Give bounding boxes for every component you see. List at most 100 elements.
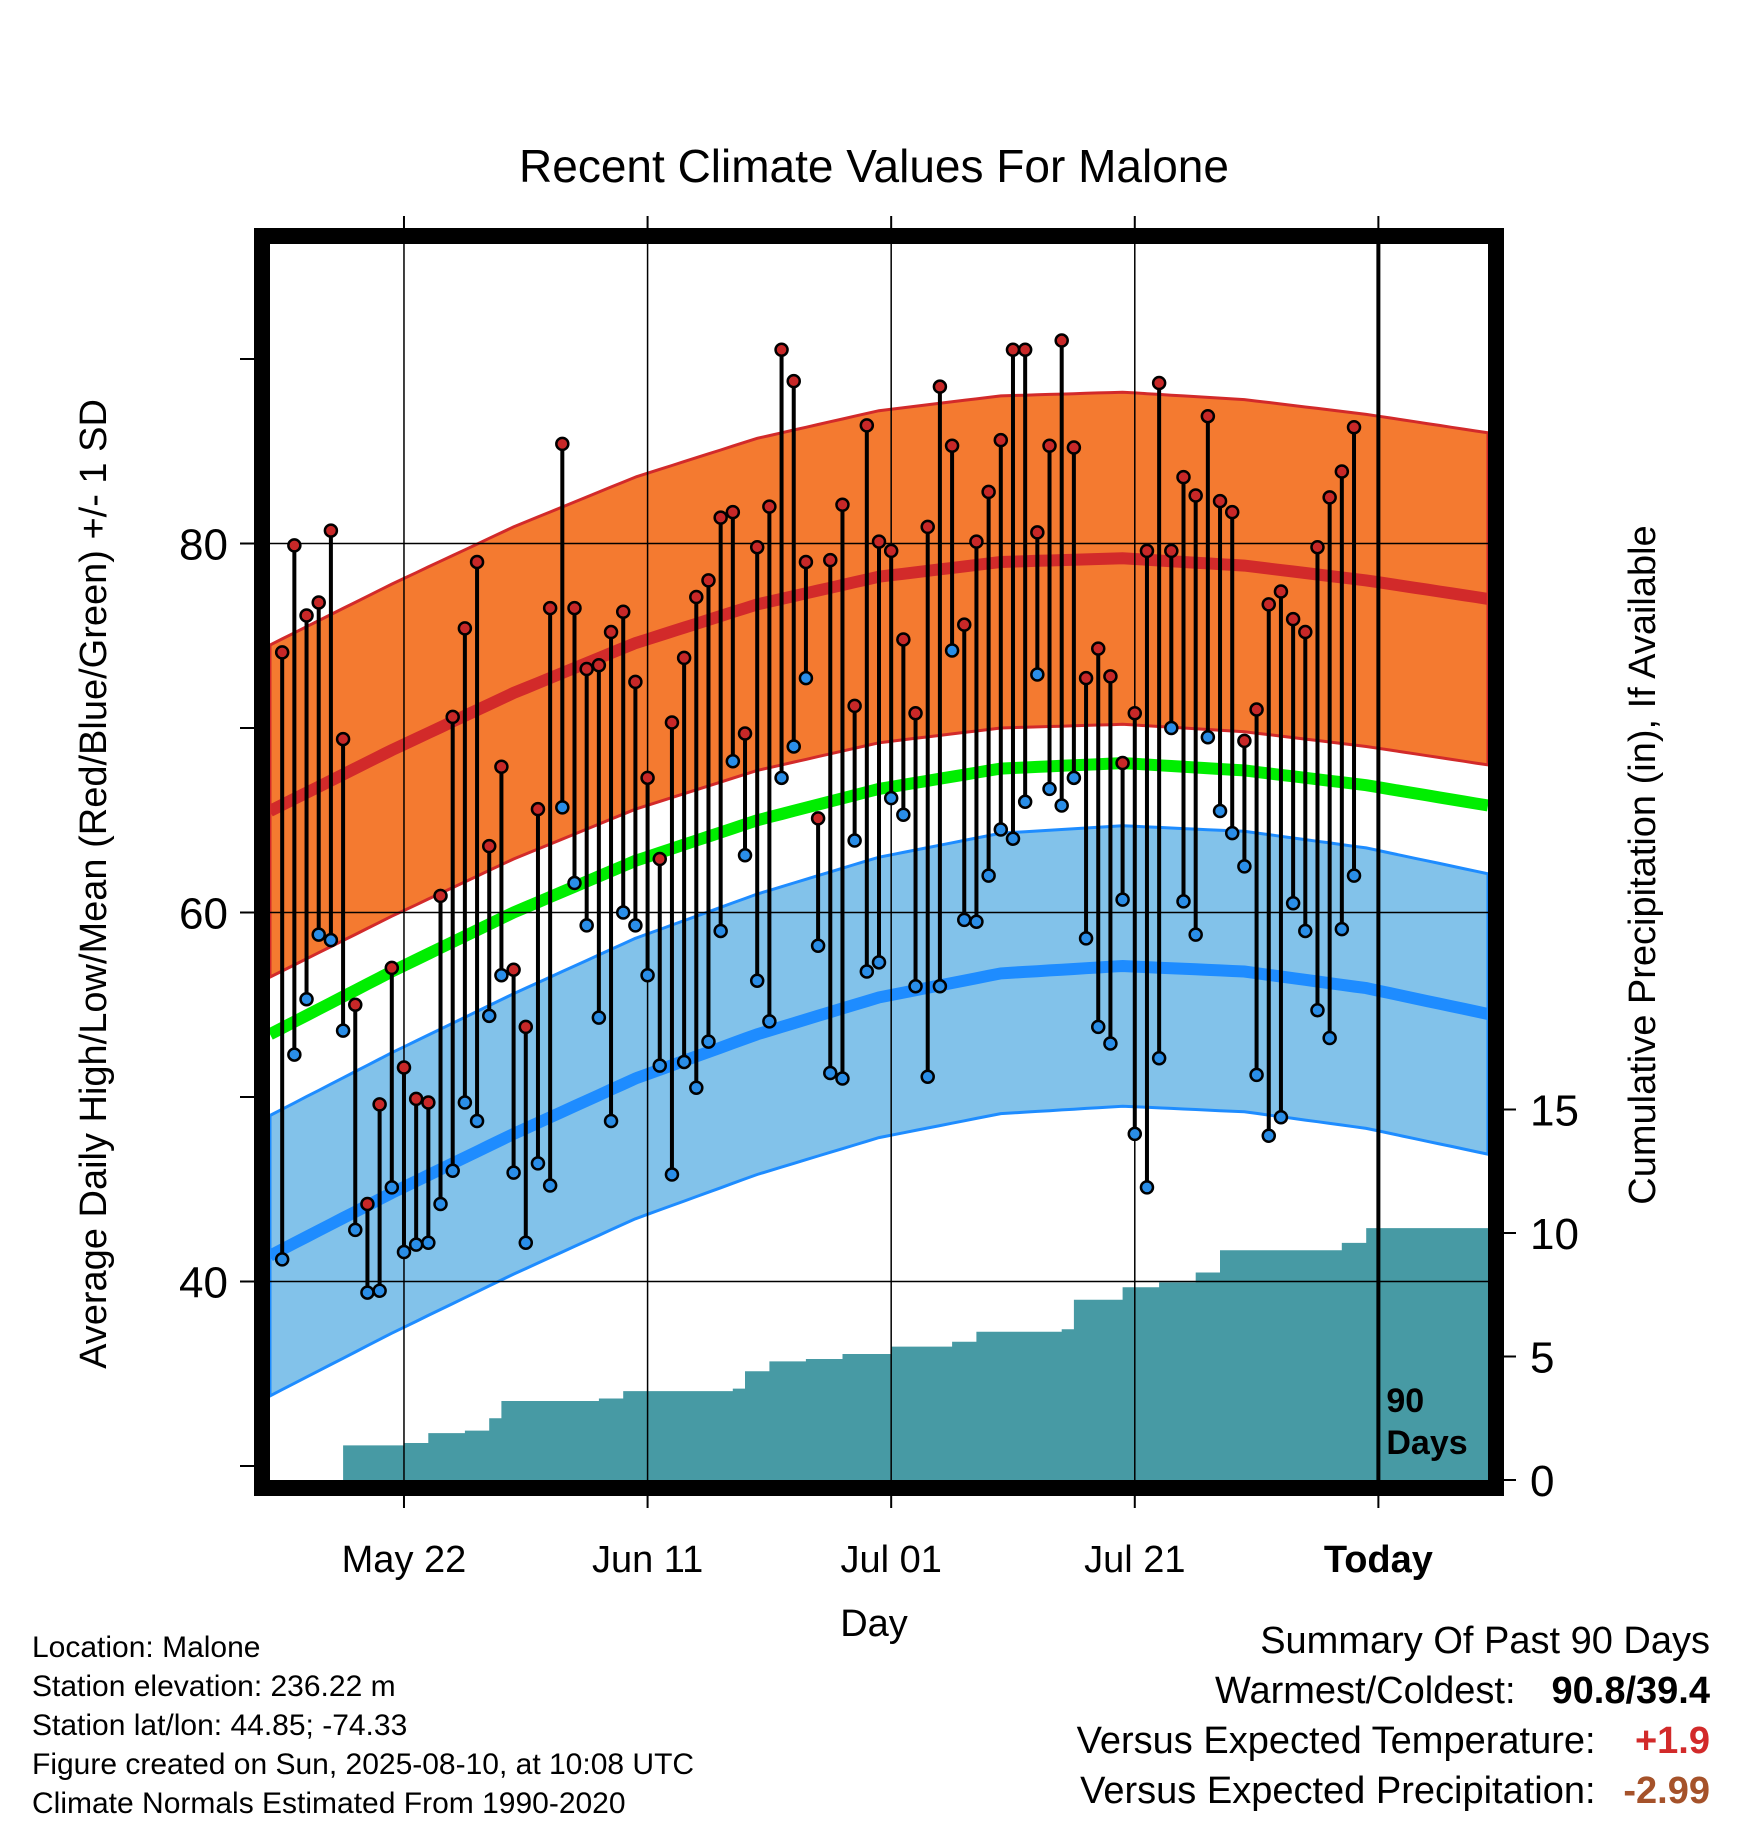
daily-high-point [835, 497, 850, 513]
daily-low-point [1285, 896, 1301, 911]
daily-high-point [311, 595, 326, 610]
daily-high-point [774, 342, 789, 358]
daily-high-point [433, 888, 448, 904]
daily-low-point [786, 739, 801, 754]
daily-high-point [981, 484, 996, 500]
y2-axis-label: Cumulative Precipitation (in), If Availa… [1622, 525, 1664, 1204]
daily-low-point [445, 1163, 460, 1179]
y2-tick-label: 10 [1530, 1210, 1579, 1259]
daily-high-point [615, 604, 631, 620]
daily-high-point [1127, 705, 1143, 721]
daily-low-point [1066, 770, 1082, 786]
daily-high-point [640, 770, 655, 786]
daily-low-point [1030, 667, 1045, 682]
precip-area [318, 1228, 1488, 1480]
daily-low-point [335, 1023, 351, 1038]
daily-high-point [871, 534, 887, 549]
daily-high-point [969, 534, 984, 549]
daily-low-point [908, 979, 923, 994]
summary-panel: Summary Of Past 90 Days Warmest/Coldest:… [1077, 1620, 1710, 1820]
precip-departure-value: -2.99 [1623, 1770, 1710, 1812]
daily-high-point [725, 504, 741, 520]
daily-high-point [1151, 375, 1167, 391]
daily-low-point [348, 1222, 363, 1238]
daily-low-point [555, 800, 570, 815]
daily-high-point [957, 617, 972, 632]
daily-high-point [421, 1095, 436, 1110]
daily-high-point [1005, 342, 1021, 358]
warmest-coldest-value: 90.8/39.4 [1551, 1670, 1710, 1712]
daily-low-point [530, 1156, 546, 1171]
daily-high-point [1017, 342, 1033, 358]
daily-high-point [689, 589, 704, 605]
daily-low-point [311, 927, 326, 942]
daily-high-point [323, 523, 339, 538]
y2-tick-label: 15 [1530, 1087, 1579, 1136]
daily-high-point [908, 705, 923, 721]
chart-title: Recent Climate Values For Malone [519, 140, 1229, 192]
daily-low-point [1249, 1067, 1264, 1083]
daily-low-point [457, 1095, 473, 1110]
y-tick-label: 40 [179, 1259, 228, 1308]
temp-departure-label: Versus Expected Temperature: [1076, 1720, 1596, 1762]
daily-high-point [932, 379, 948, 394]
daily-high-point [664, 715, 680, 730]
daily-low-point [1273, 1110, 1289, 1125]
x-tick-label: Today [1324, 1539, 1433, 1581]
daily-low-point [1200, 729, 1216, 745]
daily-high-point [859, 418, 875, 433]
daily-low-point [749, 973, 765, 989]
daily-low-point [1151, 1051, 1167, 1066]
daily-low-point [883, 790, 899, 806]
daily-low-point [701, 1034, 716, 1049]
daily-high-point [1285, 611, 1301, 627]
x-tick-label: Jun 11 [592, 1539, 703, 1581]
summary-heading: Summary Of Past 90 Days [1260, 1620, 1710, 1662]
daily-high-point [360, 1196, 375, 1212]
daily-high-point [567, 600, 582, 616]
daily-high-point [506, 962, 521, 977]
daily-low-point [1115, 892, 1130, 907]
daily-high-point [701, 573, 716, 588]
daily-low-point [433, 1196, 448, 1212]
daily-high-point [1322, 490, 1337, 505]
warmest-coldest-label: Warmest/Coldest: [1214, 1670, 1516, 1712]
daily-high-point [555, 436, 570, 452]
daily-low-point [518, 1235, 534, 1251]
daily-high-point [749, 539, 765, 555]
daily-low-point [1334, 921, 1350, 937]
daily-high-point [1188, 488, 1203, 503]
daily-low-point [676, 1054, 692, 1070]
daily-high-point [445, 709, 460, 725]
daily-low-point [360, 1285, 375, 1300]
daily-low-point [542, 1178, 558, 1193]
daily-high-point [737, 726, 753, 741]
daily-high-point [1310, 539, 1325, 555]
daily-high-point [1066, 440, 1082, 455]
daily-high-point [579, 661, 594, 677]
temp-departure-value: +1.9 [1634, 1720, 1710, 1762]
daily-high-point [1212, 493, 1228, 509]
daily-low-point [1164, 720, 1179, 736]
daily-low-point [1224, 825, 1240, 841]
precip-departure-label: Versus Expected Precipitation: [1080, 1770, 1596, 1812]
daily-low-point [823, 1065, 838, 1081]
daily-low-point [1078, 931, 1094, 946]
daily-low-point [1322, 1030, 1337, 1046]
daily-high-point [542, 600, 558, 616]
daily-high-point [603, 624, 619, 640]
daily-low-point [603, 1113, 619, 1129]
daily-high-point [1103, 669, 1118, 684]
daily-low-point [494, 967, 509, 983]
daily-high-point [883, 543, 899, 559]
daily-high-point [628, 674, 643, 690]
daily-low-point [713, 923, 728, 939]
daily-high-point [1200, 408, 1216, 424]
daily-high-point [823, 552, 838, 568]
daily-low-point [615, 905, 631, 920]
daily-high-point [372, 1097, 387, 1112]
daily-high-point [810, 811, 826, 826]
daily-high-point [1164, 543, 1179, 559]
daily-high-point [1115, 755, 1130, 771]
